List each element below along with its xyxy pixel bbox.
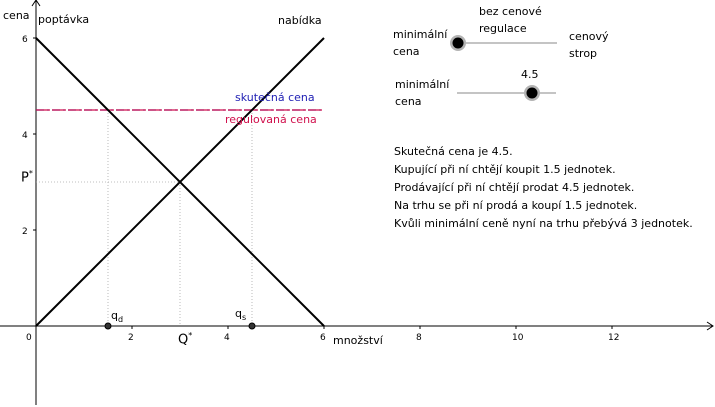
y-axis-arrow [31, 0, 41, 7]
x-tick-label: 2 [128, 333, 134, 343]
qs-letter: q [235, 307, 242, 320]
price-slider-label: minimální cena [395, 78, 450, 108]
q-star-label: Q* [178, 329, 192, 346]
regulation-right-label: cenový strop [569, 30, 609, 60]
p-star-label: P* [21, 167, 33, 184]
x-tick-label: 8 [416, 333, 422, 343]
result-line: Skutečná cena je 4.5. [394, 145, 513, 158]
qd-sub: d [117, 315, 124, 325]
regulation-center-label: bez cenové regulace [479, 5, 542, 35]
price-slider-value: 4.5 [521, 68, 539, 81]
x-tick-label: 4 [224, 333, 230, 343]
x-tick-label: 12 [608, 333, 619, 343]
result-line: Na trhu se při ní prodá a koupí 1.5 jedn… [394, 199, 638, 212]
quantity-demanded-point [104, 322, 112, 330]
q-star-sup: * [188, 331, 193, 340]
qs-sub: s [241, 313, 247, 323]
x-ticks: 0 2 4 6 8 10 12 [26, 326, 619, 343]
x-tick-label: 10 [512, 333, 524, 343]
x-axis-title: množství [333, 334, 383, 347]
qd-label: qd [111, 309, 123, 326]
qs-label: qs [235, 307, 246, 324]
regulation-slider-handle[interactable] [452, 37, 464, 49]
actual-price-label: skutečná cena [235, 91, 315, 104]
regulation-left-label: minimální cena [393, 28, 448, 58]
price-slider-handle[interactable] [526, 87, 538, 99]
result-line: Prodávající při ní chtějí prodat 4.5 jed… [394, 181, 635, 194]
guide-lines [36, 110, 253, 326]
supply-curve [35, 37, 325, 327]
y-tick-label: 4 [22, 131, 28, 141]
x-tick-label: 6 [320, 333, 326, 343]
p-star-letter: P [21, 170, 29, 186]
y-tick-label: 2 [22, 227, 28, 237]
y-ticks: 2 4 6 [22, 35, 36, 237]
supply-label: nabídka [278, 14, 322, 27]
result-line: Kupující při ní chtějí koupit 1.5 jednot… [394, 163, 616, 176]
y-tick-label: 6 [22, 35, 28, 45]
demand-label: poptávka [38, 13, 90, 26]
qd-letter: q [111, 309, 118, 322]
result-line: Kvůli minimální ceně nyní na trhu přebýv… [394, 217, 693, 230]
q-star-letter: Q [178, 332, 189, 348]
y-axis-title: cena [3, 9, 30, 22]
x-axis-arrow [706, 321, 714, 331]
p-star-sup: * [28, 169, 33, 178]
regulated-price-label: regulovaná cena [225, 113, 317, 126]
x-tick-label: 0 [26, 333, 32, 343]
quantity-supplied-point [248, 322, 256, 330]
